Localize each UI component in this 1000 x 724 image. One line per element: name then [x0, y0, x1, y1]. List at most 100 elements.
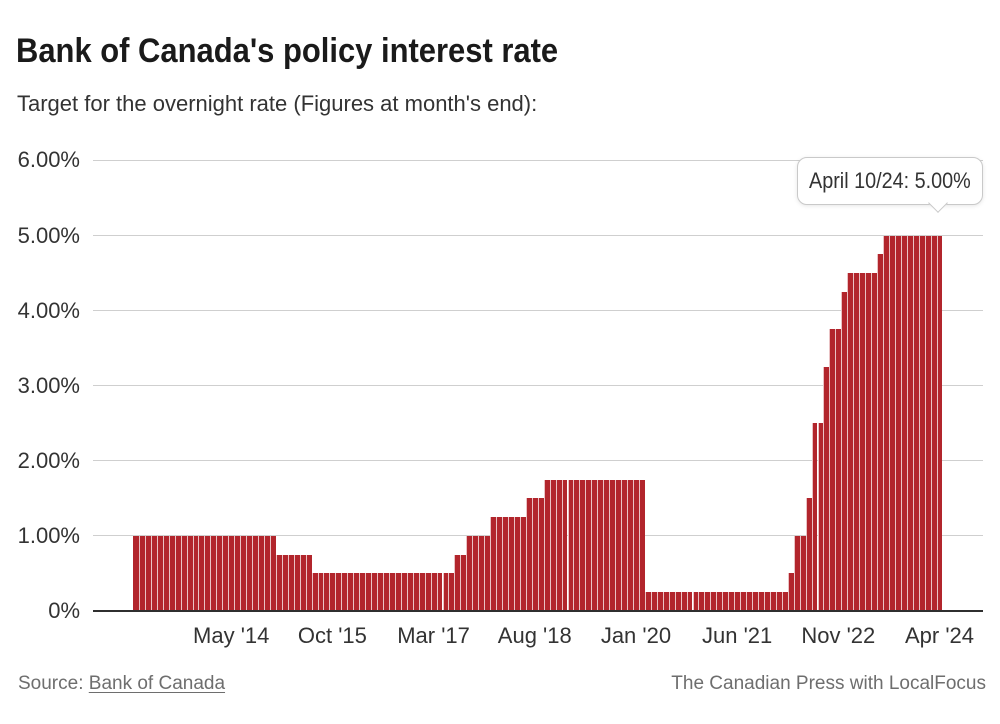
bar-Jul-23[interactable]: [882, 235, 889, 611]
bar-Feb-18[interactable]: [496, 517, 503, 611]
bar-May-15[interactable]: [299, 554, 306, 611]
bar-May-20[interactable]: [656, 592, 663, 611]
bar-Jun-14[interactable]: [234, 535, 241, 611]
bar-Aug-22[interactable]: [817, 423, 824, 611]
bar-Jan-14[interactable]: [204, 535, 211, 611]
bar-Oct-18[interactable]: [543, 479, 550, 611]
bar-Jul-17[interactable]: [454, 554, 461, 611]
bar-Jul-13[interactable]: [168, 535, 175, 611]
bar-Aug-17[interactable]: [460, 554, 467, 611]
bar-May-19[interactable]: [585, 479, 592, 611]
bar-Feb-13[interactable]: [138, 535, 145, 611]
bar-Jun-17[interactable]: [448, 573, 455, 611]
bar-Jun-16[interactable]: [377, 573, 383, 611]
bar-Jan-20[interactable]: [632, 479, 639, 611]
bar-Jun-15[interactable]: [305, 554, 312, 611]
bar-Apr-17[interactable]: [436, 573, 443, 611]
bar-Mar-19[interactable]: [573, 479, 580, 611]
bar-Nov-13[interactable]: [192, 535, 199, 611]
bar-Nov-14[interactable]: [263, 535, 270, 611]
bar-Mar-21[interactable]: [716, 592, 723, 611]
bar-Jun-18[interactable]: [519, 517, 526, 611]
bar-Mar-17[interactable]: [430, 573, 437, 611]
bar-May-16[interactable]: [371, 573, 378, 611]
bar-Sep-18[interactable]: [537, 498, 544, 611]
bar-Jun-20[interactable]: [662, 592, 669, 611]
bar-Feb-21[interactable]: [710, 592, 717, 611]
bar-Sep-19[interactable]: [609, 479, 616, 611]
bar-Sep-20[interactable]: [680, 592, 687, 611]
bar-Apr-23[interactable]: [865, 273, 872, 611]
bar-Mar-16[interactable]: [359, 573, 366, 611]
bar-Jan-19[interactable]: [561, 479, 568, 611]
bar-Jan-21[interactable]: [704, 592, 711, 611]
bar-Nov-19[interactable]: [621, 479, 628, 611]
bar-Apr-19[interactable]: [579, 479, 586, 611]
bar-Jul-14[interactable]: [240, 535, 247, 611]
bar-Aug-14[interactable]: [246, 535, 253, 611]
bar-Jul-21[interactable]: [740, 592, 747, 611]
bar-Aug-15[interactable]: [317, 573, 324, 611]
bar-Jan-17[interactable]: [418, 573, 425, 611]
bar-Nov-15[interactable]: [335, 573, 342, 611]
bar-Sep-17[interactable]: [466, 535, 473, 611]
bar-Jun-19[interactable]: [591, 479, 598, 611]
bar-Dec-23[interactable]: [912, 235, 919, 611]
bar-Oct-16[interactable]: [400, 573, 407, 611]
bar-Aug-19[interactable]: [603, 479, 610, 611]
bar-Oct-20[interactable]: [686, 592, 693, 611]
bar-Jan-15[interactable]: [275, 554, 282, 611]
bar-May-21[interactable]: [728, 592, 735, 611]
bar-Dec-17[interactable]: [484, 535, 491, 611]
bar-Jan-16[interactable]: [347, 573, 354, 611]
bar-Oct-13[interactable]: [186, 535, 193, 611]
bar-Nov-20[interactable]: [692, 592, 699, 611]
bar-Sep-23[interactable]: [894, 235, 901, 611]
bar-Jan-24[interactable]: [918, 235, 925, 611]
bar-Dec-16[interactable]: [412, 573, 419, 611]
bar-May-17[interactable]: [442, 573, 449, 611]
bar-Jun-13[interactable]: [162, 535, 169, 611]
bar-Mar-20[interactable]: [644, 592, 651, 611]
bar-Aug-16[interactable]: [388, 573, 395, 611]
bar-Dec-13[interactable]: [198, 535, 205, 611]
bar-Apr-13[interactable]: [150, 535, 157, 611]
bar-Mar-23[interactable]: [859, 273, 866, 611]
bar-Jun-22[interactable]: [805, 498, 812, 611]
bar-Dec-15[interactable]: [341, 573, 348, 611]
bar-Nov-16[interactable]: [406, 573, 413, 611]
bar-Feb-22[interactable]: [781, 592, 788, 611]
bar-Aug-21[interactable]: [746, 592, 753, 611]
bar-Apr-14[interactable]: [222, 535, 229, 611]
bar-Feb-16[interactable]: [353, 573, 360, 611]
bar-Feb-14[interactable]: [210, 535, 217, 611]
bar-Oct-17[interactable]: [472, 535, 479, 611]
bar-Sep-21[interactable]: [752, 592, 758, 611]
bar-Mar-22[interactable]: [787, 573, 794, 611]
bar-Feb-23[interactable]: [853, 273, 860, 611]
bar-May-18[interactable]: [513, 517, 520, 611]
bar-Sep-14[interactable]: [252, 535, 258, 611]
bar-Feb-20[interactable]: [638, 479, 645, 611]
bar-Sep-22[interactable]: [823, 366, 830, 611]
bar-Mar-13[interactable]: [144, 535, 151, 611]
bar-Feb-24[interactable]: [924, 235, 931, 611]
bar-Jul-20[interactable]: [668, 592, 675, 611]
bar-May-23[interactable]: [871, 273, 877, 611]
bar-Nov-23[interactable]: [906, 235, 913, 611]
bar-Sep-15[interactable]: [323, 573, 330, 611]
bar-Dec-22[interactable]: [841, 291, 848, 611]
bar-Apr-18[interactable]: [507, 517, 514, 611]
bar-May-14[interactable]: [228, 535, 235, 611]
bar-Oct-14[interactable]: [258, 535, 264, 611]
bar-Jan-13[interactable]: [133, 535, 139, 611]
bar-Apr-16[interactable]: [365, 573, 372, 611]
bar-Oct-15[interactable]: [329, 573, 336, 611]
bar-Oct-22[interactable]: [829, 329, 836, 611]
bar-Jan-23[interactable]: [847, 273, 854, 611]
bar-Jun-23[interactable]: [877, 254, 883, 611]
bar-Mar-15[interactable]: [287, 554, 294, 611]
bar-Oct-23[interactable]: [900, 235, 907, 611]
bar-Aug-13[interactable]: [174, 535, 181, 611]
bar-Apr-22[interactable]: [793, 535, 800, 611]
